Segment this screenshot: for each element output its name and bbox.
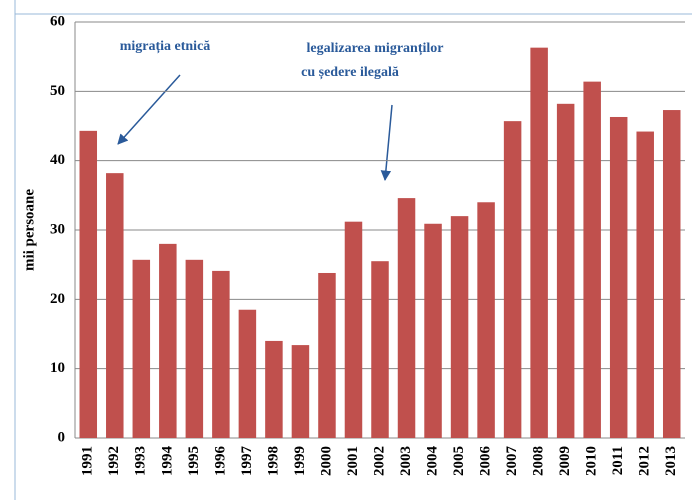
x-tick-label: 1998 <box>265 446 281 476</box>
bar <box>265 340 283 438</box>
bar <box>636 131 654 438</box>
x-tick-label: 2003 <box>398 446 414 476</box>
bar <box>397 198 416 438</box>
x-tick-label: 1993 <box>133 446 149 476</box>
x-tick-label: 1992 <box>106 446 122 476</box>
bar <box>477 202 495 438</box>
x-tick-label: 2005 <box>451 446 467 476</box>
x-tick-label: 1996 <box>212 446 228 477</box>
arrow <box>380 104 393 182</box>
arrow <box>117 74 181 145</box>
y-tick-label: 60 <box>50 13 65 29</box>
x-tick-label: 2013 <box>663 446 679 476</box>
y-tick-label: 20 <box>50 291 65 307</box>
y-tick-label: 10 <box>50 360 65 376</box>
x-tick-label: 2008 <box>531 446 547 476</box>
x-tick-label: 2002 <box>371 446 387 476</box>
bar <box>159 243 177 438</box>
x-tick-label: 1994 <box>159 446 175 477</box>
annotation: legalizarea migranților <box>307 41 444 56</box>
bar <box>185 259 204 438</box>
y-tick-label: 0 <box>58 429 66 445</box>
bar <box>662 110 681 438</box>
x-tick-label: 2010 <box>584 446 600 476</box>
bar <box>371 261 389 438</box>
bar <box>530 47 548 439</box>
bar <box>344 221 363 438</box>
y-tick-label: 50 <box>50 83 65 99</box>
bar <box>291 345 310 438</box>
annotation: migrația etnică <box>120 39 211 54</box>
bar <box>556 103 575 439</box>
x-tick-label: 2006 <box>478 445 494 476</box>
bar <box>609 116 628 438</box>
x-tick-label: 2001 <box>345 446 361 476</box>
bar <box>212 270 230 438</box>
bar <box>132 259 151 438</box>
bar <box>238 309 257 438</box>
x-tick-label: 1997 <box>239 446 255 477</box>
bar <box>424 223 442 438</box>
bar <box>583 81 601 439</box>
annotation: cu ședere ilegală <box>301 65 399 80</box>
bar <box>503 121 522 438</box>
y-axis-label: mii persoane <box>21 189 37 271</box>
bar <box>450 216 469 438</box>
x-tick-label: 2004 <box>424 446 440 477</box>
y-tick-label: 40 <box>50 152 65 168</box>
x-tick-label: 2009 <box>557 446 573 476</box>
bar <box>106 173 124 438</box>
x-tick-label: 2011 <box>610 446 626 475</box>
x-tick-label: 1991 <box>80 446 96 476</box>
x-tick-label: 1999 <box>292 446 308 476</box>
x-tick-label: 1995 <box>186 446 202 476</box>
y-tick-label: 30 <box>50 221 65 237</box>
x-tick-label: 2000 <box>318 446 334 476</box>
bar <box>79 130 98 438</box>
x-tick-label: 2012 <box>637 446 653 476</box>
bar <box>318 272 336 438</box>
x-tick-label: 2007 <box>504 446 520 477</box>
